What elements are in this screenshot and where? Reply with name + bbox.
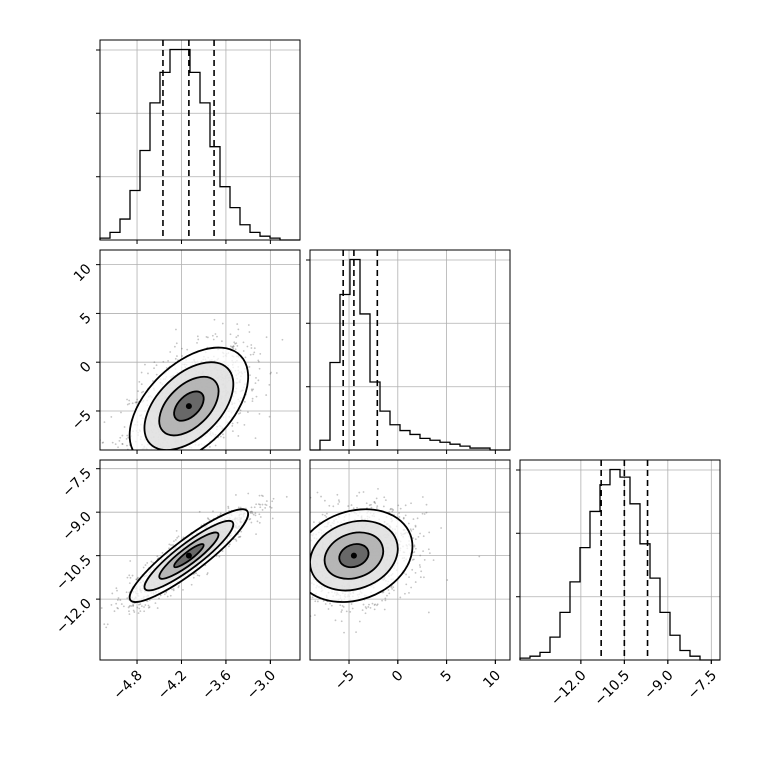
scatter-panel-0 (99, 249, 301, 451)
density-peak-1 (185, 552, 192, 559)
scatter-panel-1-frame (99, 459, 301, 661)
hist-panel-0 (96, 39, 301, 241)
hist-panel-0-frame (99, 39, 301, 241)
hist-panel-1 (306, 249, 511, 451)
x-tick-label-1-3: 10 (480, 668, 504, 692)
density-peak-0 (185, 403, 192, 410)
x-tick-label-2-0: −12.0 (548, 668, 590, 710)
density-peak-2 (350, 552, 357, 559)
x-tick-label-2-3: −7.5 (685, 668, 720, 703)
hist-panel-0-grid (136, 40, 271, 240)
histogram-step-0 (99, 48, 300, 241)
x-tick-label-0-1: −4.2 (155, 668, 190, 703)
scatter-panel-2-frame (309, 459, 511, 661)
scatter-panel-1 (99, 459, 301, 661)
histogram-step-1 (310, 258, 510, 451)
hist-panel-2 (516, 459, 721, 661)
y-tick-label-1-0: −5 (69, 407, 95, 433)
scatter-panel-2 (309, 459, 511, 661)
scatter-panel-0-frame (99, 249, 301, 451)
x-tick-label-0-2: −3.6 (199, 667, 234, 702)
y-tick-label-2-2: −9.0 (59, 509, 94, 544)
x-tick-label-1-0: −5 (332, 668, 358, 694)
x-tick-label-1-2: 5 (438, 668, 456, 686)
hist-panel-2-grid (580, 460, 712, 660)
x-tick-label-2-2: −9.0 (641, 668, 676, 703)
y-tick-label-1-2: 5 (77, 310, 95, 328)
hist-panel-1-grid (348, 250, 496, 450)
histogram-step-2 (519, 468, 720, 661)
x-tick-label-0-0: −4.8 (111, 668, 146, 703)
x-tick-label-2-1: −10.5 (592, 668, 634, 710)
y-tick-label-2-0: −12.0 (53, 596, 95, 638)
y-tick-label-1-1: 0 (77, 359, 95, 377)
hist-panel-2-frame (519, 459, 721, 661)
y-tick-label-2-3: −7.5 (59, 465, 94, 500)
x-tick-label-0-3: −3.0 (244, 668, 279, 703)
x-tick-label-1-1: 0 (389, 668, 407, 686)
y-tick-label-2-1: −10.5 (53, 552, 95, 594)
hist-panel-1-frame (309, 249, 511, 451)
y-tick-label-1-3: 10 (71, 261, 95, 285)
